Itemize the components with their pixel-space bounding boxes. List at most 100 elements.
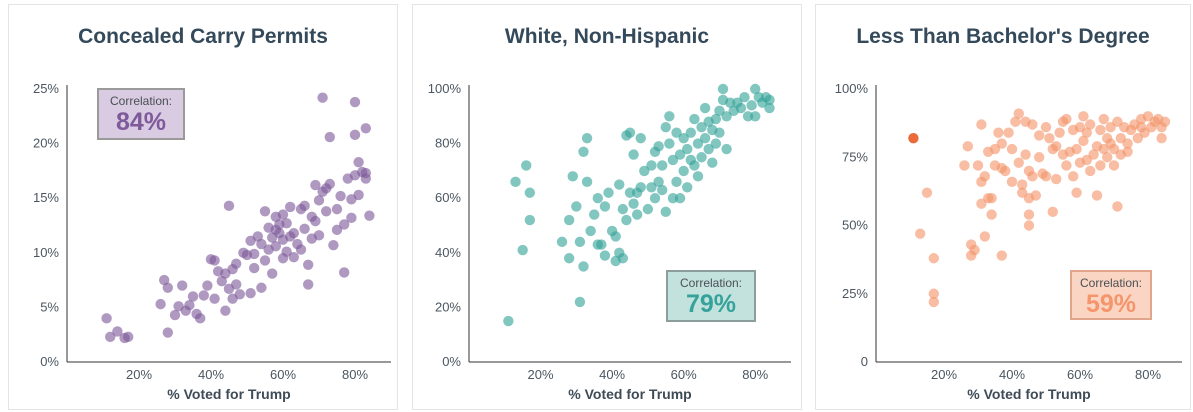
data-point bbox=[1030, 190, 1041, 201]
data-point bbox=[599, 250, 611, 261]
data-point bbox=[928, 296, 939, 308]
data-point bbox=[585, 225, 596, 237]
data-point bbox=[285, 201, 296, 213]
data-point bbox=[1122, 138, 1133, 149]
data-point bbox=[1088, 149, 1099, 160]
data-point bbox=[707, 157, 718, 168]
data-point bbox=[360, 173, 371, 184]
data-point bbox=[589, 209, 600, 220]
data-point bbox=[321, 206, 332, 217]
data-point bbox=[195, 313, 206, 324]
x-tick-label: 20% bbox=[528, 367, 554, 382]
data-point bbox=[517, 244, 528, 256]
data-point bbox=[682, 182, 693, 193]
data-point bbox=[123, 331, 134, 343]
correlation-box: Correlation: 59% bbox=[1070, 270, 1152, 320]
data-point bbox=[245, 288, 256, 299]
data-point bbox=[592, 193, 603, 204]
data-point bbox=[1051, 173, 1062, 185]
data-point bbox=[1091, 190, 1103, 201]
data-point bbox=[249, 248, 260, 260]
data-point bbox=[1040, 122, 1052, 133]
data-point bbox=[1013, 157, 1024, 168]
x-axis-label: % Voted for Trump bbox=[167, 386, 290, 402]
data-point bbox=[635, 132, 646, 144]
data-point bbox=[642, 203, 654, 215]
y-tick-label: 5% bbox=[40, 299, 59, 314]
data-point bbox=[1102, 152, 1113, 163]
x-axis-label: % Voted for Trump bbox=[568, 386, 691, 402]
data-point bbox=[1081, 127, 1092, 138]
data-point bbox=[177, 280, 188, 291]
data-point bbox=[288, 227, 299, 239]
data-point bbox=[699, 132, 711, 144]
data-point bbox=[303, 259, 314, 271]
data-point bbox=[349, 96, 361, 108]
data-point bbox=[714, 105, 725, 117]
data-point bbox=[1023, 220, 1035, 231]
data-point bbox=[567, 171, 578, 182]
data-point bbox=[696, 122, 707, 133]
data-point bbox=[635, 182, 646, 193]
y-tick-label: 10% bbox=[33, 245, 59, 260]
data-point bbox=[1051, 141, 1062, 152]
data-point bbox=[671, 176, 682, 188]
data-point bbox=[674, 149, 686, 160]
data-point bbox=[986, 193, 997, 204]
data-point bbox=[1061, 160, 1072, 171]
data-point bbox=[1068, 171, 1079, 182]
data-point bbox=[1006, 143, 1018, 155]
data-point bbox=[101, 313, 112, 324]
data-point bbox=[259, 206, 271, 217]
data-point bbox=[646, 182, 657, 193]
data-point bbox=[234, 289, 245, 300]
data-point bbox=[699, 102, 711, 114]
data-point bbox=[667, 193, 679, 204]
data-point bbox=[657, 184, 668, 196]
data-point bbox=[563, 253, 575, 264]
data-point bbox=[581, 132, 593, 144]
data-point bbox=[646, 160, 657, 171]
data-point bbox=[339, 267, 350, 278]
data-point bbox=[524, 187, 536, 198]
data-point bbox=[921, 187, 933, 198]
x-tick-label: 80% bbox=[342, 367, 368, 382]
data-point bbox=[162, 282, 173, 293]
data-point bbox=[187, 291, 199, 302]
x-tick-label: 80% bbox=[742, 367, 768, 382]
x-tick-label: 40% bbox=[198, 367, 224, 382]
data-point bbox=[624, 187, 636, 198]
x-axis-label: % Voted for Trump bbox=[967, 386, 1090, 402]
correlation-label: Correlation: bbox=[679, 276, 743, 290]
y-tick-label: 0% bbox=[442, 354, 461, 369]
y-tick-label: 15% bbox=[33, 190, 59, 205]
chart-panel-white-non-hispanic: White, Non-Hispanic 0% 20% 40% 60% 80% 100% 20… bbox=[412, 4, 802, 410]
data-point bbox=[928, 253, 939, 264]
x-tick-label: 80% bbox=[1135, 367, 1161, 382]
correlation-label: Correlation: bbox=[1079, 276, 1143, 290]
y-tick-label: 0 bbox=[861, 354, 868, 369]
data-point bbox=[324, 131, 335, 143]
data-point bbox=[317, 92, 328, 103]
data-point bbox=[928, 288, 939, 299]
data-point bbox=[614, 179, 625, 190]
data-point bbox=[628, 149, 639, 160]
correlation-value: 84% bbox=[115, 108, 167, 136]
data-point bbox=[657, 160, 668, 171]
data-point bbox=[1071, 187, 1082, 198]
data-point bbox=[915, 228, 926, 239]
y-tick-label: 80% bbox=[435, 136, 461, 151]
data-point bbox=[198, 290, 209, 301]
data-point bbox=[1095, 160, 1106, 171]
data-point bbox=[331, 224, 343, 236]
chart-title: Concealed Carry Permits bbox=[78, 25, 328, 48]
data-point bbox=[653, 176, 664, 188]
data-point bbox=[1034, 152, 1045, 163]
data-point bbox=[202, 280, 213, 291]
data-point bbox=[710, 138, 722, 149]
data-point bbox=[979, 231, 990, 242]
data-point bbox=[996, 138, 1007, 149]
data-point bbox=[689, 113, 700, 125]
data-point bbox=[610, 231, 621, 242]
data-point bbox=[184, 300, 195, 311]
